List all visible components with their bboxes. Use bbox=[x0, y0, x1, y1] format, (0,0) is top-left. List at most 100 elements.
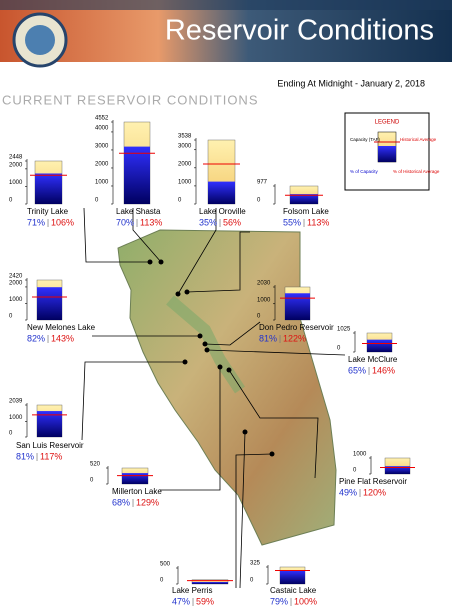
storage-bar bbox=[35, 173, 62, 204]
reservoir-name: New Melones Lake bbox=[27, 323, 96, 332]
reservoir-name: Millerton Lake bbox=[112, 487, 162, 496]
y-tick-label: 3538 bbox=[178, 134, 192, 140]
pct-historical: 117% bbox=[40, 451, 62, 461]
storage-bar bbox=[285, 293, 310, 320]
y-tick-label: 4000 bbox=[95, 126, 109, 132]
dot bbox=[197, 333, 203, 339]
reservoir-name: Trinity Lake bbox=[27, 207, 69, 216]
reservoir-name: Folsom Lake bbox=[283, 207, 329, 216]
pct-historical: 122% bbox=[283, 333, 306, 343]
pct-capacity: 82% bbox=[27, 333, 45, 343]
y-tick-label: 2000 bbox=[9, 162, 23, 168]
dot bbox=[175, 291, 181, 297]
y-tick-label: 0 bbox=[353, 468, 357, 474]
seal-center bbox=[25, 25, 55, 55]
y-tick-label: 0 bbox=[90, 478, 94, 484]
pct-historical: 59% bbox=[196, 596, 214, 606]
storage-bar bbox=[37, 287, 62, 320]
y-tick-label: 0 bbox=[9, 314, 13, 320]
pct-capacity: 47% bbox=[172, 596, 190, 606]
legend-title: LEGEND bbox=[375, 120, 400, 126]
y-tick-label: 0 bbox=[250, 578, 254, 584]
date: Ending At Midnight - January 2, 2018 bbox=[277, 78, 425, 88]
pct-capacity: 70% bbox=[116, 217, 134, 227]
section-title: CURRENT RESERVOIR CONDITIONS bbox=[2, 92, 259, 107]
legend-storage bbox=[378, 146, 396, 162]
y-tick-label: 1000 bbox=[9, 415, 23, 421]
storage-bar bbox=[280, 570, 305, 584]
header-band bbox=[0, 0, 452, 10]
pct-historical: 113% bbox=[307, 217, 329, 227]
y-tick-label: 2000 bbox=[95, 162, 109, 168]
y-tick-label: 0 bbox=[9, 431, 13, 437]
dot bbox=[269, 451, 275, 457]
y-tick-label: 2039 bbox=[9, 399, 23, 405]
reservoir-name: Lake Shasta bbox=[116, 207, 161, 216]
pct-capacity: 65% bbox=[348, 365, 366, 375]
connector bbox=[235, 453, 273, 588]
connector bbox=[132, 208, 162, 263]
y-tick-label: 0 bbox=[160, 578, 164, 584]
y-tick-label: 1000 bbox=[353, 452, 367, 458]
header-banner bbox=[0, 0, 452, 62]
y-tick-label: 0 bbox=[178, 198, 182, 204]
connector bbox=[206, 349, 346, 356]
storage-bar bbox=[192, 582, 228, 584]
pct-historical: 146% bbox=[372, 365, 395, 375]
y-tick-label: 1000 bbox=[95, 180, 109, 186]
connector bbox=[204, 321, 261, 346]
storage-bar bbox=[385, 466, 410, 474]
legend: LEGEND Capacity (TAF) Historical Average… bbox=[344, 112, 440, 191]
y-tick-label: 520 bbox=[90, 462, 101, 468]
y-tick-label: 1000 bbox=[9, 297, 23, 303]
connector bbox=[239, 431, 246, 589]
connector bbox=[228, 369, 319, 479]
storage-bar bbox=[208, 181, 235, 204]
y-tick-label: 0 bbox=[257, 314, 261, 320]
reservoir-name: Castaic Lake bbox=[270, 586, 317, 595]
pct-historical: 100% bbox=[294, 596, 317, 606]
reservoir-name: Lake McClure bbox=[348, 355, 398, 364]
y-tick-label: 325 bbox=[250, 561, 261, 567]
storage-bar bbox=[37, 411, 62, 437]
storage-bar bbox=[290, 194, 318, 204]
reservoir-dots bbox=[147, 259, 275, 457]
storage-bar bbox=[367, 339, 392, 352]
connector bbox=[177, 208, 217, 295]
dot bbox=[202, 341, 208, 347]
y-tick-label: 3000 bbox=[95, 144, 109, 150]
y-tick-label: 2000 bbox=[178, 161, 192, 167]
central-valley bbox=[166, 295, 245, 394]
dot bbox=[147, 259, 153, 265]
pct-capacity: 49% bbox=[339, 487, 357, 497]
dot bbox=[158, 259, 164, 265]
pct-capacity: 71% bbox=[27, 217, 45, 227]
dot bbox=[226, 367, 232, 373]
y-tick-label: 500 bbox=[160, 562, 171, 568]
pct-capacity: 68% bbox=[112, 497, 130, 507]
pct-capacity: 81% bbox=[16, 451, 34, 461]
title: Reservoir Conditions bbox=[165, 15, 434, 47]
pct-historical: 56% bbox=[223, 217, 241, 227]
pct-capacity: 55% bbox=[283, 217, 301, 227]
reservoir-name: Pine Flat Reservoir bbox=[339, 477, 407, 486]
y-tick-label: 3000 bbox=[178, 143, 192, 149]
pct-historical: 106% bbox=[51, 217, 74, 227]
connector bbox=[160, 367, 221, 491]
storage-bar bbox=[122, 473, 148, 484]
y-tick-label: 4552 bbox=[95, 116, 109, 122]
reservoir-name: Lake Oroville bbox=[199, 207, 246, 216]
y-tick-label: 0 bbox=[337, 346, 341, 352]
y-tick-label: 1000 bbox=[9, 180, 23, 186]
storage-bar bbox=[124, 146, 150, 204]
dot bbox=[242, 429, 248, 435]
y-tick-label: 977 bbox=[257, 180, 268, 186]
pct-historical: 129% bbox=[136, 497, 159, 507]
pct-capacity: 81% bbox=[259, 333, 277, 343]
